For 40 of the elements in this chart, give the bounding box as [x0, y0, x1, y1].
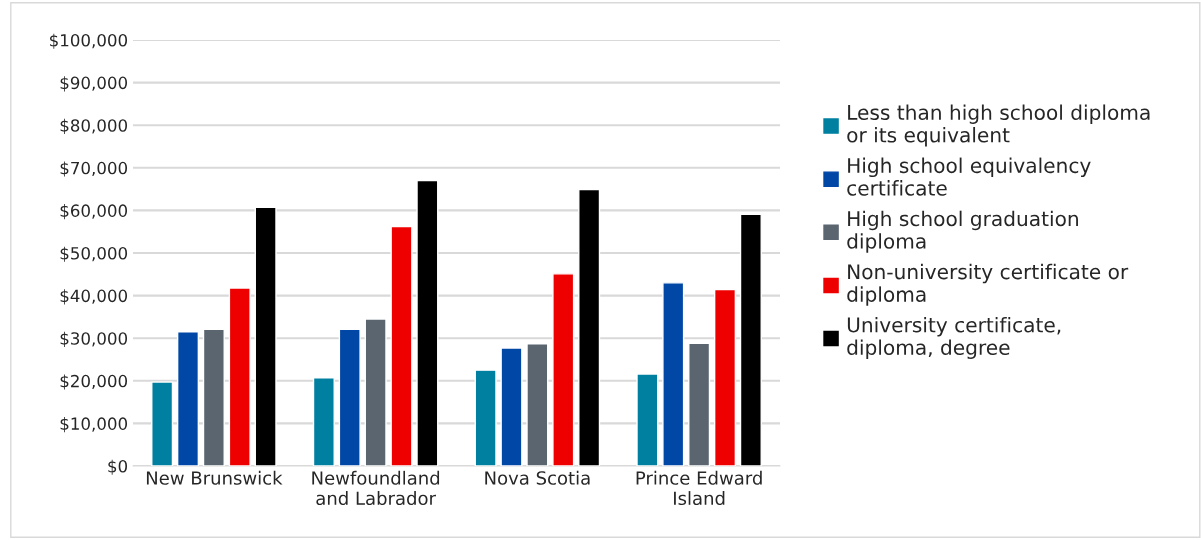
x-tick-label: Prince Edward Island: [636, 470, 762, 506]
bar: [338, 328, 361, 466]
y-tick-label: $70,000: [60, 161, 128, 177]
bar: [662, 282, 685, 466]
bar: [739, 213, 762, 466]
bar: [151, 381, 174, 466]
y-tick-label: $0: [108, 459, 128, 475]
x-tick-label: Newfoundland and Labrador: [312, 470, 440, 506]
y-tick-label: $90,000: [60, 76, 128, 92]
bar: [474, 369, 497, 466]
y-tick-label: $60,000: [60, 204, 128, 220]
bar: [636, 373, 659, 466]
legend-label: High school graduation diploma: [847, 210, 1078, 253]
y-tick-label: $80,000: [60, 118, 128, 134]
y-tick-label: $10,000: [60, 417, 128, 433]
bar: [416, 179, 439, 466]
bar: [390, 225, 413, 466]
bar: [254, 206, 277, 466]
legend-label: Less than high school diploma or its equivalent: [847, 104, 1150, 147]
legend-label: Non-university certificate or diploma: [847, 263, 1129, 306]
y-tick-label: $30,000: [60, 331, 128, 347]
bar: [228, 287, 251, 466]
bar: [526, 343, 549, 466]
bar: [500, 347, 523, 466]
y-tick-label: $100,000: [50, 33, 128, 49]
bar: [364, 318, 387, 466]
x-tick-label: New Brunswick: [146, 470, 283, 485]
bar: [713, 288, 737, 466]
bar: [312, 377, 335, 466]
y-tick-label: $50,000: [60, 246, 128, 262]
legend-label: High school equivalency certificate: [847, 157, 1091, 196]
x-tick-label: Nova Scotia: [485, 470, 590, 485]
y-tick-label: $20,000: [60, 374, 128, 390]
y-tick-label: $40,000: [60, 289, 128, 305]
bar: [578, 188, 601, 466]
bar: [552, 273, 575, 466]
bar: [688, 342, 711, 466]
bar: [176, 331, 200, 466]
legend-label: University certificate, diploma, degree: [847, 316, 1061, 359]
bar: [202, 328, 225, 466]
